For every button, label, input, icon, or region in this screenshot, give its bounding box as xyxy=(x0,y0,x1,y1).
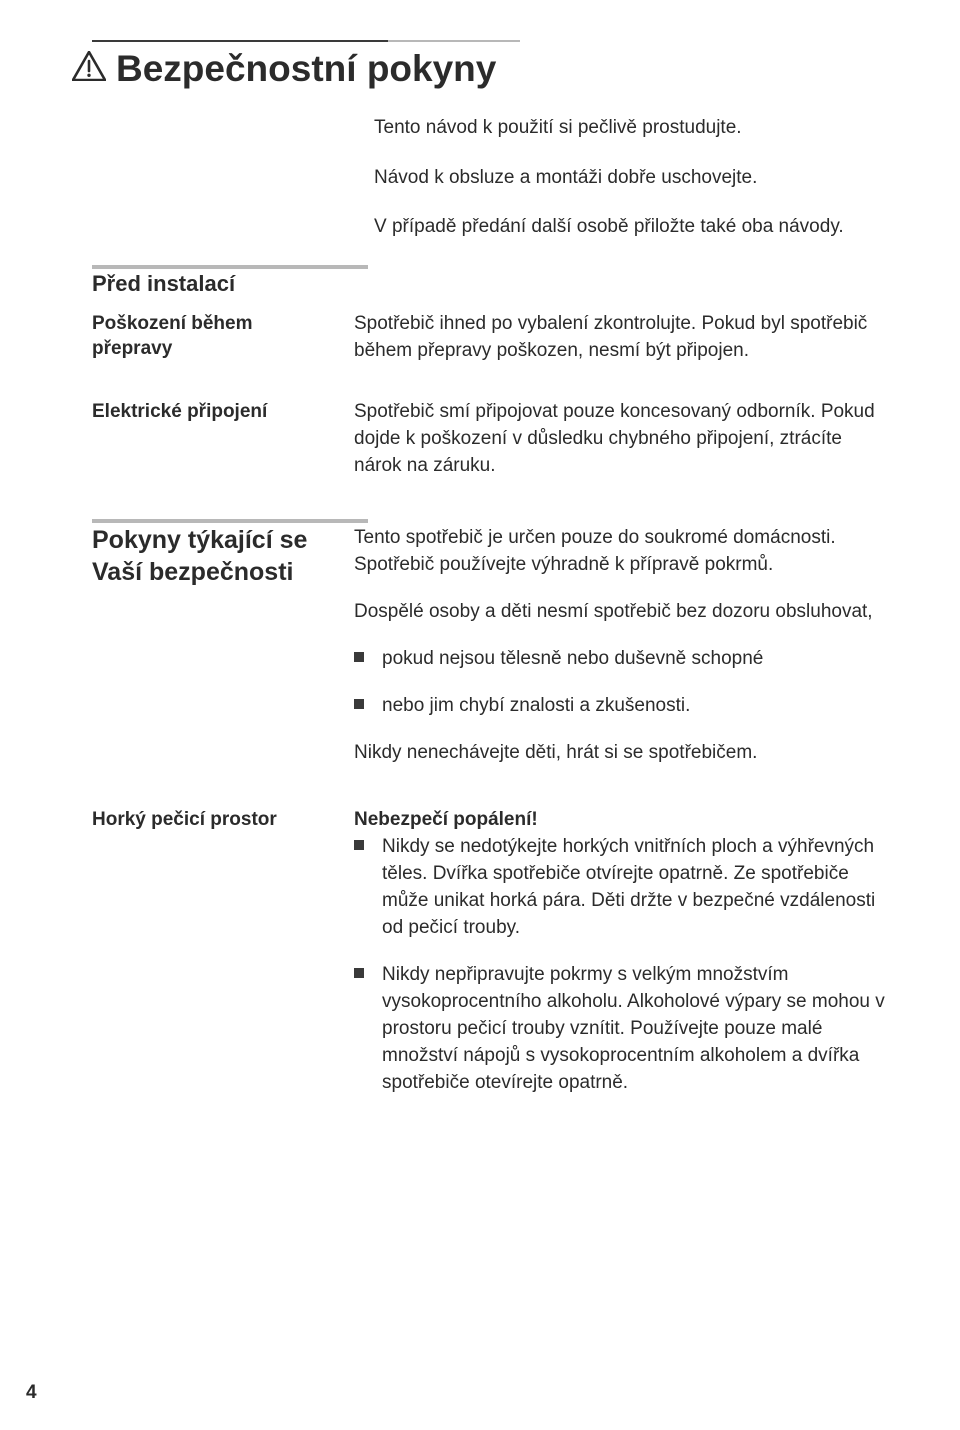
section-rule xyxy=(92,519,368,523)
safety-p1: Tento spotřebič je určen pouze do soukro… xyxy=(354,525,888,579)
hot-oven-lead: Nebezpečí popálení! xyxy=(354,807,888,834)
page-number: 4 xyxy=(26,1382,37,1404)
row-right: Spotřebič ihned po vybalení zkontrolujte… xyxy=(354,311,888,365)
safety-p2: Dospělé osoby a děti nesmí spotřebič bez… xyxy=(354,599,888,626)
top-rule xyxy=(92,40,888,42)
row-right: Nebezpečí popálení! Nikdy se nedotýkejte… xyxy=(354,807,888,1117)
label-hot-oven: Horký pečicí prostor xyxy=(92,807,338,833)
label-damage: Poškození během přepravy xyxy=(92,311,338,362)
rule-segment-dark xyxy=(92,40,388,42)
row-left: Elektrické připojení xyxy=(72,399,354,425)
title-text: Bezpečnostní pokyny xyxy=(116,48,496,90)
row-left: Pokyny týkající se Vaší bezpečnosti xyxy=(72,525,354,602)
intro-line-2: Návod k obsluze a montáži dobře uschovej… xyxy=(374,164,888,192)
row-right: Tento spotřebič je určen pouze do soukro… xyxy=(354,525,888,767)
row-left: Horký pečicí prostor xyxy=(72,807,354,833)
row-safety: Pokyny týkající se Vaší bezpečnosti Tent… xyxy=(72,525,888,767)
list-item: pokud nejsou tělesně nebo duševně schopn… xyxy=(354,646,888,673)
text-electrical: Spotřebič smí připojovat pouze koncesova… xyxy=(354,399,888,480)
section-rule xyxy=(92,265,368,269)
row-electrical: Elektrické připojení Spotřebič smí připo… xyxy=(72,399,888,480)
safety-bullets: pokud nejsou tělesně nebo duševně schopn… xyxy=(354,646,888,720)
hot-oven-bullets: Nikdy se nedotýkejte horkých vnitřních p… xyxy=(354,834,888,1097)
list-item: nebo jim chybí znalosti a zkušenosti. xyxy=(354,693,888,720)
row-damage: Poškození během přepravy Spotřebič ihned… xyxy=(72,311,888,365)
page-title: Bezpečnostní pokyny xyxy=(72,48,888,90)
intro-line-3: V případě předání další osobě přiložte t… xyxy=(374,213,888,241)
section-heading-before-install: Před instalací xyxy=(92,271,888,297)
rule-segment-light xyxy=(388,40,520,42)
section-heading-safety: Pokyny týkající se Vaší bezpečnosti xyxy=(92,525,338,588)
safety-p3: Nikdy nenechávejte děti, hrát si se spot… xyxy=(354,740,888,767)
text-damage: Spotřebič ihned po vybalení zkontrolujte… xyxy=(354,311,888,365)
list-item: Nikdy se nedotýkejte horkých vnitřních p… xyxy=(354,834,888,942)
list-item: Nikdy nepřipravujte pokrmy s velkým množ… xyxy=(354,962,888,1097)
intro-line-1: Tento návod k použití si pečlivě prostud… xyxy=(374,114,888,142)
label-electrical: Elektrické připojení xyxy=(92,399,338,425)
row-hot-oven: Horký pečicí prostor Nebezpečí popálení!… xyxy=(72,807,888,1117)
row-right: Spotřebič smí připojovat pouze koncesova… xyxy=(354,399,888,480)
intro-block: Tento návod k použití si pečlivě prostud… xyxy=(374,114,888,241)
page: Bezpečnostní pokyny Tento návod k použit… xyxy=(0,0,960,1430)
row-left: Poškození během přepravy xyxy=(72,311,354,362)
warning-icon xyxy=(72,48,106,90)
